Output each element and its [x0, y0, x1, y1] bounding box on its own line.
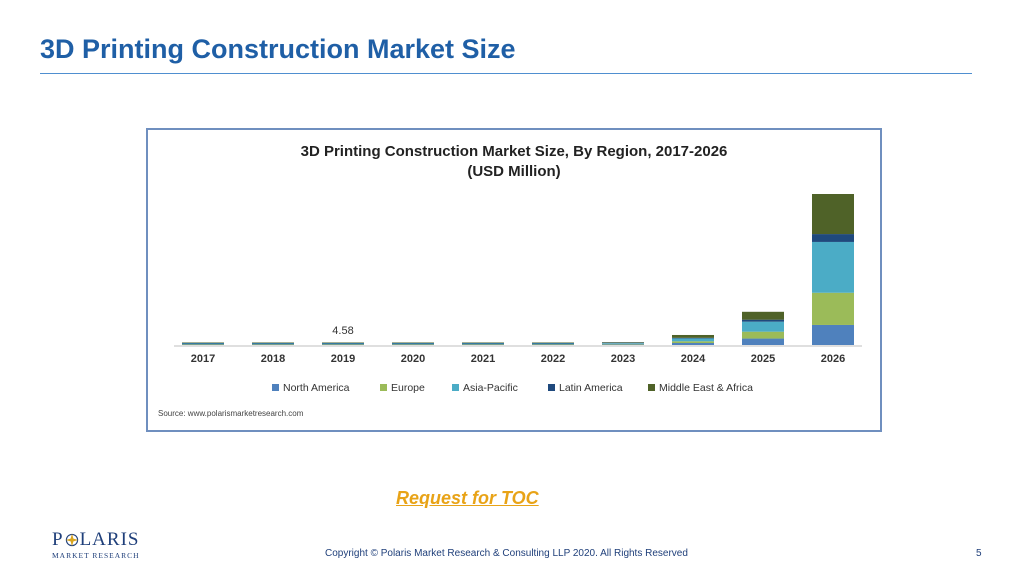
legend-swatch-latin-america [548, 384, 555, 391]
bar-2017-europe [182, 344, 224, 345]
x-tick-2018: 2018 [261, 353, 285, 365]
x-tick-labels: 2017 2018 2019 2020 2021 2022 2023 2024 2025 2026 [191, 353, 845, 365]
page-number: 5 [976, 548, 982, 559]
legend-label-asia-pacific: Asia-Pacific [463, 382, 518, 394]
x-tick-2017: 2017 [191, 353, 215, 365]
bar-2023-europe [602, 343, 644, 345]
bar-2024-europe [672, 341, 714, 343]
bar-2017-north-america [182, 344, 224, 345]
legend-swatch-middle-east-africa [648, 384, 655, 391]
legend-label-middle-east-africa: Middle East & Africa [659, 382, 753, 394]
bar-2021-middle-east-africa [462, 342, 504, 343]
bar-2024-middle-east-africa [672, 334, 714, 338]
legend: North America Europe Asia-Pacific Latin Ame… [272, 382, 753, 394]
bar-2025-asia-pacific [742, 321, 784, 332]
x-tick-2025: 2025 [751, 353, 775, 365]
bar-2023-middle-east-africa [602, 342, 644, 343]
legend-swatch-europe [380, 384, 387, 391]
polaris-logo: P LARIS MARKET RESEARCH [52, 530, 140, 560]
chart-source: Source: www.polarismarketresearch.com [158, 409, 304, 418]
bar-2017-middle-east-africa [182, 342, 224, 343]
x-tick-2020: 2020 [401, 353, 425, 365]
legend-label-europe: Europe [391, 382, 425, 394]
market-size-chart: 3D Printing Construction Market Size, By… [158, 143, 862, 418]
copyright-text: Copyright © Polaris Market Research & Co… [325, 548, 688, 559]
x-tick-2022: 2022 [541, 353, 565, 365]
bar-2022-latin-america [532, 343, 574, 344]
bar-2020-north-america [392, 344, 434, 345]
data-label-2019: 4.58 [332, 325, 353, 337]
bar-2023-asia-pacific [602, 343, 644, 344]
bar-2020-middle-east-africa [392, 342, 434, 343]
bar-2026-europe [812, 292, 854, 325]
bar-2019-north-america [322, 344, 364, 345]
bar-2018-asia-pacific [252, 343, 294, 344]
bar-2019-europe [322, 344, 364, 345]
bar-2019-latin-america [322, 343, 364, 344]
bar-2022-asia-pacific [532, 343, 574, 344]
logo-subtitle: MARKET RESEARCH [52, 551, 140, 560]
bar-2021-north-america [462, 344, 504, 345]
chart-subtitle: (USD Million) [467, 163, 560, 180]
bar-2024-north-america [672, 342, 714, 345]
bar-2025-latin-america [742, 319, 784, 322]
legend-label-north-america: North America [283, 382, 350, 394]
bar-2022-north-america [532, 344, 574, 345]
bar-2018-middle-east-africa [252, 342, 294, 343]
request-toc-link[interactable]: Request for TOC [396, 488, 539, 508]
bar-2017-asia-pacific [182, 343, 224, 344]
bar-2021-europe [462, 344, 504, 345]
logo-word-left: P [52, 529, 64, 550]
bar-2017-latin-america [182, 343, 224, 344]
x-tick-2019: 2019 [331, 353, 355, 365]
bar-2026-north-america [812, 324, 854, 345]
compass-star-icon [65, 533, 78, 546]
bar-2020-latin-america [392, 343, 434, 344]
bar-2018-north-america [252, 344, 294, 345]
bar-2026-middle-east-africa [812, 194, 854, 235]
bar-2022-europe [532, 344, 574, 345]
x-tick-2026: 2026 [821, 353, 845, 365]
bar-2018-europe [252, 344, 294, 345]
bar-2020-europe [392, 344, 434, 345]
bar-2019-middle-east-africa [322, 342, 364, 343]
legend-swatch-north-america [272, 384, 279, 391]
chart-title: 3D Printing Construction Market Size, By… [301, 143, 728, 160]
bar-2024-latin-america [672, 337, 714, 339]
x-tick-2024: 2024 [681, 353, 706, 365]
bar-2023-north-america [602, 344, 644, 345]
bars-group [182, 194, 854, 345]
bar-2025-middle-east-africa [742, 311, 784, 320]
bar-2022-middle-east-africa [532, 342, 574, 343]
legend-swatch-asia-pacific [452, 384, 459, 391]
logo-word-right: LARIS [79, 529, 140, 550]
bar-2025-europe [742, 331, 784, 339]
bar-2020-asia-pacific [392, 343, 434, 344]
page-title: 3D Printing Construction Market Size [40, 34, 516, 64]
title-divider [40, 73, 972, 74]
bar-2023-latin-america [602, 342, 644, 344]
chart-frame: 3D Printing Construction Market Size, By… [146, 128, 882, 432]
x-tick-2021: 2021 [471, 353, 495, 365]
x-tick-2023: 2023 [611, 353, 635, 365]
bar-2026-asia-pacific [812, 241, 854, 293]
bar-2026-latin-america [812, 234, 854, 242]
bar-2025-north-america [742, 338, 784, 345]
bar-2024-asia-pacific [672, 338, 714, 342]
bar-2021-latin-america [462, 343, 504, 344]
bar-2021-asia-pacific [462, 343, 504, 344]
bar-2018-latin-america [252, 343, 294, 344]
bar-2019-asia-pacific [322, 343, 364, 344]
legend-label-latin-america: Latin America [559, 382, 623, 394]
